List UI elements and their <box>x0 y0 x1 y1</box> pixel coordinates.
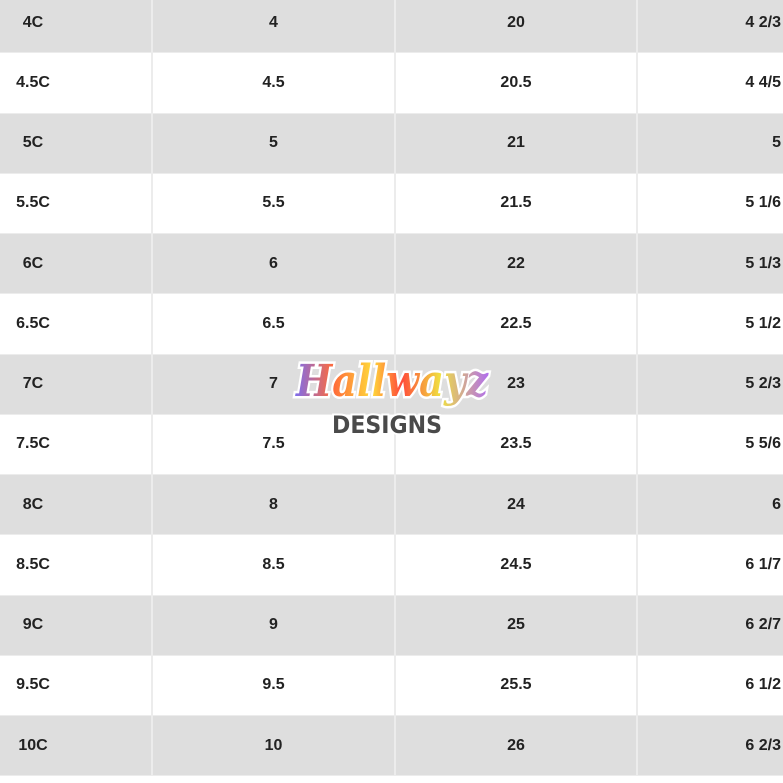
table-cell: 5 2/3 <box>745 375 781 393</box>
table-cell: 5 1/2 <box>745 314 781 332</box>
table-cell: 23.5 <box>396 414 638 474</box>
table-row: 7.5C 7.5 23.5 5 5/6 <box>0 414 783 475</box>
table-cell: 5 5/6 <box>745 435 781 453</box>
table-cell: 6.5 <box>153 294 396 354</box>
table-cell: 6 2/7 <box>745 616 781 634</box>
table-row: 8C 8 24 6 <box>0 475 783 536</box>
size-label: 4C <box>22 13 44 31</box>
size-label: 6C <box>22 254 44 272</box>
table-cell: 7C <box>0 354 153 414</box>
table-cell: 4 <box>153 0 396 53</box>
table-cell: 9C <box>0 595 153 655</box>
table-cell: 4.5C <box>0 53 153 113</box>
table-row: 7C 7 23 5 2/3 <box>0 354 783 415</box>
table-cell: 8 <box>153 475 396 535</box>
table-row: 8.5C 8.5 24.5 6 1/7 <box>0 535 783 596</box>
table-cell: 6 1/7 <box>745 555 781 573</box>
table-cell: 4.5 <box>153 53 396 113</box>
table-cell: 9.5 <box>153 655 396 715</box>
logo-script-text: Hallwayz <box>294 356 489 407</box>
table-cell: 5 1/3 <box>745 254 781 272</box>
table-cell: 9 <box>153 595 396 655</box>
table-cell: 6.5C <box>0 294 153 354</box>
size-label: 6.5C <box>16 314 50 332</box>
table-row: 9C 9 25 6 2/7 <box>0 595 783 656</box>
table-cell: 21.5 <box>396 173 638 233</box>
table-cell: 5.5C <box>0 173 153 233</box>
table-cell: 5.5 <box>153 173 396 233</box>
table-row: 6.5C 6.5 22.5 5 1/2 <box>0 294 783 355</box>
table-cell: 7 <box>153 354 396 414</box>
table-cell: 4 4/5 <box>745 73 781 91</box>
table-cell: 21 <box>396 113 638 173</box>
size-label: 7.5C <box>16 435 50 453</box>
table-cell: 6 <box>772 495 781 513</box>
table-row: 4C 4 20 4 2/3 <box>0 0 783 54</box>
size-label: 8.5C <box>16 555 50 573</box>
size-label: 8C <box>22 495 44 513</box>
table-cell: 6 2/3 <box>745 736 781 754</box>
table-cell: 4C <box>0 0 153 53</box>
table-cell: 20.5 <box>396 53 638 113</box>
table-cell: 5 <box>153 113 396 173</box>
table-cell: 22 <box>396 234 638 294</box>
table-cell: 4 2/3 <box>745 13 781 31</box>
size-label: 9C <box>22 616 44 634</box>
size-label: 5.5C <box>16 194 50 212</box>
table-cell: 6 1/2 <box>745 676 781 694</box>
size-label: 10C <box>18 736 48 754</box>
table-row: 6C 6 22 5 1/3 <box>0 234 783 295</box>
table-row: 5.5C 5.5 21.5 5 1/6 <box>0 173 783 234</box>
table-row: 9.5C 9.5 25.5 6 1/2 <box>0 655 783 716</box>
table-cell: 7.5C <box>0 414 153 474</box>
table-cell: 5 1/6 <box>745 194 781 212</box>
table-cell: 8.5 <box>153 535 396 595</box>
table-cell: 5C <box>0 113 153 173</box>
table-cell: 10 <box>153 716 396 776</box>
table-cell: 20 <box>396 0 638 53</box>
table-row: 10C 10 26 6 2/3 <box>0 716 783 777</box>
table-cell: 8C <box>0 475 153 535</box>
table-cell: 6 <box>153 234 396 294</box>
table-cell: 10C <box>0 716 153 776</box>
table-cell: 5 <box>772 134 781 152</box>
hallwayz-designs-logo: Hallwayz DESIGNS <box>292 354 491 441</box>
table-cell: 25 <box>396 595 638 655</box>
table-cell: 7.5 <box>153 414 396 474</box>
table-cell: 24 <box>396 475 638 535</box>
table-cell: 9.5C <box>0 655 153 715</box>
table-cell: 24.5 <box>396 535 638 595</box>
size-label: 7C <box>22 375 44 393</box>
size-label: 4.5C <box>16 73 50 91</box>
table-row: 5C 5 21 5 <box>0 113 783 174</box>
table-cell: 6C <box>0 234 153 294</box>
table-cell: 26 <box>396 716 638 776</box>
table-row: 4.5C 4.5 20.5 4 4/5 <box>0 53 783 114</box>
size-label: 9.5C <box>16 676 50 694</box>
size-label: 5C <box>22 134 44 152</box>
table-cell: 22.5 <box>396 294 638 354</box>
table-cell: 23 <box>396 354 638 414</box>
logo-sub-text: DESIGNS <box>332 411 442 439</box>
table-cell: 25.5 <box>396 655 638 715</box>
table-cell: 8.5C <box>0 535 153 595</box>
